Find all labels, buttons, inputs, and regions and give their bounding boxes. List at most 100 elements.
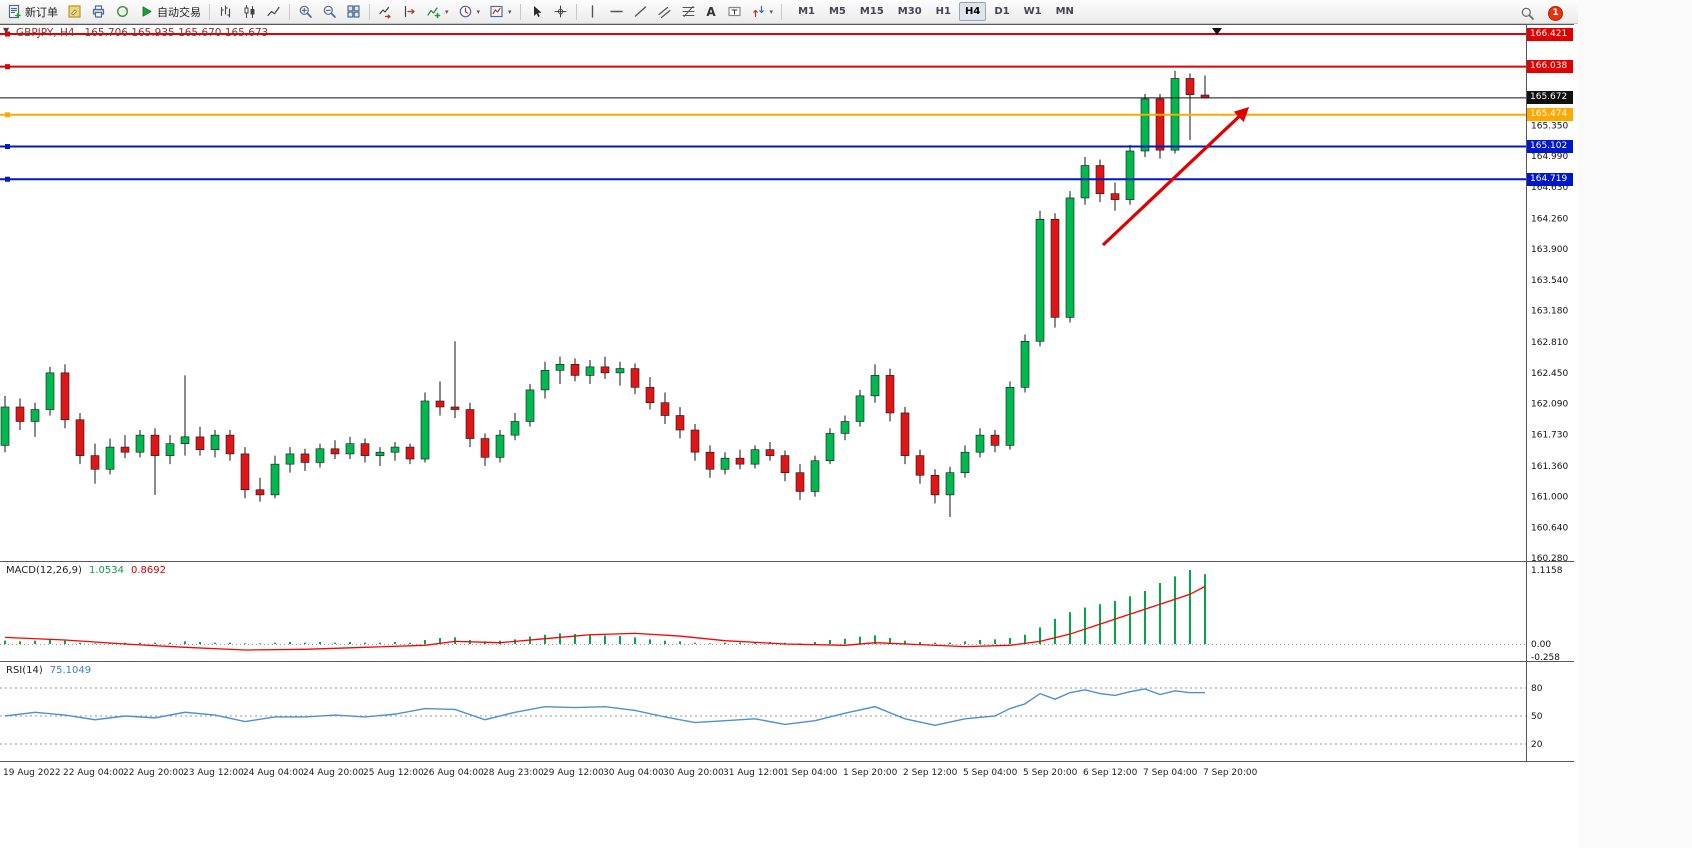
time-label: 1 Sep 04:00 xyxy=(783,768,838,778)
time-label: 30 Aug 20:00 xyxy=(663,768,724,778)
macd-main-value: 1.0534 xyxy=(88,565,124,576)
channel-button[interactable] xyxy=(653,2,676,22)
price-tag[interactable]: 166.038 xyxy=(1527,60,1573,74)
label-icon xyxy=(727,6,741,17)
time-label: 7 Sep 04:00 xyxy=(1143,768,1198,778)
svg-text:163.180: 163.180 xyxy=(1531,307,1568,317)
chevron-down-icon: ▾ xyxy=(476,7,481,16)
chart-window: 165.350 164.990 164.630 164.260 163.900 163.5… xyxy=(0,24,1578,848)
indicators-icon xyxy=(427,7,441,19)
candlestick-chart[interactable]: 165.350 164.990 164.630 164.260 163.900 163.5… xyxy=(0,25,1574,561)
price-tag[interactable]: 165.102 xyxy=(1527,140,1573,154)
horizontal-line-button[interactable] xyxy=(605,2,628,22)
macd-panel[interactable]: 1.1158 0.00 -0.258 MACD(12,26,9) 1.0534 0.… xyxy=(0,561,1574,661)
notification-badge[interactable]: 1 xyxy=(1548,5,1563,21)
rsi-panel[interactable]: 80 50 20 RSI(14) 75.1049 xyxy=(0,661,1574,761)
svg-text:161.360: 161.360 xyxy=(1531,462,1568,472)
chevron-down-icon: ▾ xyxy=(445,7,449,16)
separator xyxy=(289,3,290,20)
timeframe-MN[interactable]: MN xyxy=(1055,6,1074,17)
metaeditor-button[interactable] xyxy=(63,2,86,22)
auto-trading-icon xyxy=(142,6,152,17)
bars-chart-button[interactable] xyxy=(214,2,237,22)
time-label: 2 Sep 12:00 xyxy=(903,768,958,778)
timeframe-H1[interactable]: H1 xyxy=(935,6,951,17)
time-label: 5 Sep 04:00 xyxy=(963,768,1018,778)
trendline-icon xyxy=(634,6,646,17)
timeframe-W1[interactable]: W1 xyxy=(1023,6,1042,17)
trendline-button[interactable] xyxy=(629,2,652,22)
print-icon xyxy=(92,5,105,18)
new-order-button[interactable]: 新订单 xyxy=(3,2,62,22)
refresh-button[interactable] xyxy=(111,2,134,22)
svg-text:165.350: 165.350 xyxy=(1531,121,1568,131)
svg-text:161.730: 161.730 xyxy=(1531,430,1568,440)
timeframe-M1[interactable]: M1 xyxy=(798,6,815,17)
price-tag[interactable]: 164.719 xyxy=(1527,172,1573,186)
chart-shift-button[interactable] xyxy=(398,2,421,22)
arrows-tool-icon xyxy=(752,5,764,18)
price-tag[interactable]: 166.421 xyxy=(1527,27,1573,41)
auto-trading-button[interactable]: 自动交易 xyxy=(135,2,205,22)
notification-count: 1 xyxy=(1552,8,1559,18)
svg-text:164.260: 164.260 xyxy=(1531,214,1568,224)
price-tag[interactable]: 165.672 xyxy=(1527,91,1573,105)
toolbar-right-group: 1 xyxy=(1516,3,1563,23)
new-order-label: 新订单 xyxy=(25,5,58,19)
time-label: 31 Aug 12:00 xyxy=(723,768,784,778)
cursor-icon xyxy=(533,6,542,17)
zoom-in-button[interactable] xyxy=(294,2,317,22)
svg-text:-0.258: -0.258 xyxy=(1531,653,1560,661)
search-button[interactable] xyxy=(1516,3,1539,23)
rsi-chart[interactable]: 80 50 20 xyxy=(0,662,1574,761)
chart-symbol-period: GBPJPY, H4 xyxy=(16,27,75,39)
candlestick-chart-icon xyxy=(244,5,255,18)
timeframe-group: M1 M5 M15 M30 H1 H4 D1 W1 MN xyxy=(792,2,1080,21)
crosshair-icon xyxy=(554,5,567,18)
cursor-button[interactable] xyxy=(525,2,548,22)
crosshair-button[interactable] xyxy=(549,2,572,22)
timeframe-M15[interactable]: M15 xyxy=(859,6,884,17)
time-axis[interactable]: 19 Aug 2022 22 Aug 04:00 22 Aug 20:00 23 Au… xyxy=(0,761,1574,787)
print-button[interactable] xyxy=(87,2,110,22)
text-button[interactable]: A xyxy=(701,2,722,22)
time-label: 7 Sep 20:00 xyxy=(1203,768,1258,778)
fibonacci-button[interactable] xyxy=(677,2,700,22)
separator xyxy=(575,3,577,20)
separator xyxy=(369,3,370,20)
svg-text:160.640: 160.640 xyxy=(1531,523,1568,533)
candlestick-chart-button[interactable] xyxy=(238,2,261,22)
macd-chart[interactable]: 1.1158 0.00 -0.258 xyxy=(0,562,1574,661)
vertical-line-button[interactable] xyxy=(581,2,604,22)
chart-shift-icon xyxy=(404,5,415,18)
indicators-button[interactable]: ▾ xyxy=(422,2,453,22)
line-chart-button[interactable] xyxy=(262,2,285,22)
bars-chart-icon xyxy=(220,5,231,18)
label-button[interactable] xyxy=(723,2,746,22)
timeframe-M5[interactable]: M5 xyxy=(828,6,846,17)
refresh-icon xyxy=(116,5,129,18)
one-click-trading-toggle[interactable]: ▼ xyxy=(3,26,10,35)
arrows-tool-button[interactable]: ▾ xyxy=(747,2,778,22)
main-chart-panel[interactable]: 165.350 164.990 164.630 164.260 163.900 163.5… xyxy=(0,24,1574,561)
price-tag[interactable]: 165.474 xyxy=(1527,108,1573,122)
time-label: 28 Aug 23:00 xyxy=(483,768,544,778)
tile-windows-button[interactable] xyxy=(342,2,365,22)
periods-button[interactable]: ▾ xyxy=(454,2,485,22)
auto-scroll-button[interactable] xyxy=(374,2,397,22)
timeframe-M30[interactable]: M30 xyxy=(897,6,922,17)
fibonacci-icon xyxy=(682,6,695,17)
svg-text:161.000: 161.000 xyxy=(1531,493,1568,503)
vertical-line-icon xyxy=(591,5,593,18)
zoom-out-button[interactable] xyxy=(318,2,341,22)
svg-text:163.900: 163.900 xyxy=(1531,245,1568,255)
macd-label-row: MACD(12,26,9) 1.0534 0.8692 xyxy=(6,565,166,576)
timeframe-H4[interactable]: H4 xyxy=(958,2,987,21)
time-label: 23 Aug 12:00 xyxy=(183,768,244,778)
channel-icon xyxy=(657,6,671,19)
timeframe-D1[interactable]: D1 xyxy=(994,6,1010,17)
separator xyxy=(519,3,521,20)
text-icon: A xyxy=(706,4,716,19)
svg-text:1.1158: 1.1158 xyxy=(1531,566,1563,576)
templates-button[interactable]: ▾ xyxy=(485,2,516,22)
